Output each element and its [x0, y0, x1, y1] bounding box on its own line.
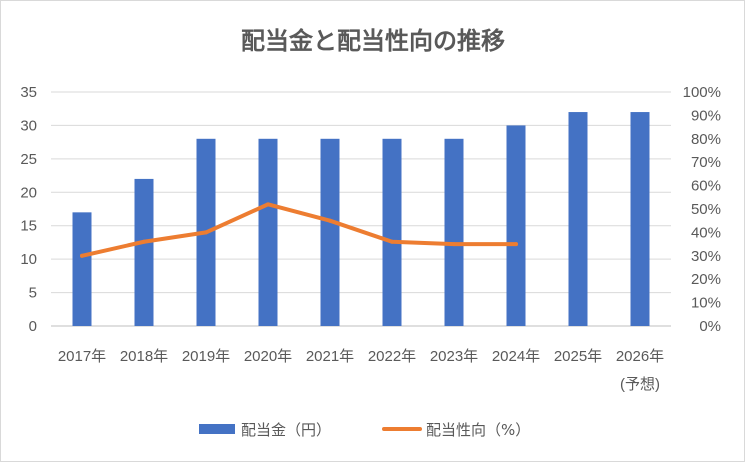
- chart-title: 配当金と配当性向の推移: [241, 27, 505, 55]
- line-point: [204, 230, 208, 235]
- x-tick-label: 2020年: [244, 348, 292, 365]
- category-axis: 2017年 2018年 2019年 2020年 2021年 2022年 2023年 2024年…: [58, 348, 664, 393]
- y-right-tick-label: 50%: [691, 201, 721, 218]
- y-left-tick-label: 15: [20, 218, 37, 235]
- gridlines: [51, 91, 671, 327]
- x-tick-label: 2024年: [492, 348, 540, 365]
- bar: [382, 138, 402, 326]
- y-left-tick-label: 10: [20, 251, 37, 268]
- bar: [630, 112, 650, 326]
- bar: [72, 212, 92, 326]
- y-left-tick-label: 0: [29, 318, 37, 335]
- legend-label-bar: 配当金（円）: [241, 421, 331, 439]
- bar: [506, 125, 526, 326]
- y-right-tick-label: 0%: [699, 318, 721, 335]
- bar: [568, 112, 588, 326]
- y-right-tick-label: 20%: [691, 271, 721, 288]
- y-left-tick-label: 30: [20, 117, 37, 134]
- line-point: [266, 202, 270, 207]
- y-left-tick-label: 25: [20, 151, 37, 168]
- x-tick-sublabel: (予想): [620, 376, 660, 393]
- y-right-tick-label: 100%: [683, 84, 721, 101]
- y-left-tick-label: 5: [29, 285, 37, 302]
- x-tick-label: 2019年: [182, 348, 230, 365]
- line-point: [142, 239, 146, 244]
- legend-label-line: 配当性向（%）: [426, 421, 530, 439]
- line-point: [452, 242, 456, 247]
- line-series: [80, 202, 518, 258]
- x-tick-label: 2021年: [306, 348, 354, 365]
- y-right-tick-label: 70%: [691, 154, 721, 171]
- line-point: [80, 253, 84, 258]
- right-axis: 0% 10% 20% 30% 40% 50% 60% 70% 80% 90% 100%: [683, 84, 721, 335]
- legend-swatch-bar: [199, 424, 235, 434]
- bar: [320, 138, 340, 326]
- y-right-tick-label: 40%: [691, 224, 721, 241]
- left-axis: 0 5 10 15 20 25 30 35: [20, 84, 37, 335]
- y-left-tick-label: 35: [20, 84, 37, 101]
- x-tick-label: 2017年: [58, 348, 106, 365]
- x-tick-label: 2023年: [430, 348, 478, 365]
- y-right-tick-label: 90%: [691, 107, 721, 124]
- y-right-tick-label: 80%: [691, 131, 721, 148]
- line-point: [514, 242, 518, 247]
- legend: 配当金（円） 配当性向（%）: [199, 421, 530, 439]
- x-tick-label: 2026年: [616, 348, 664, 365]
- y-right-tick-label: 10%: [691, 295, 721, 312]
- y-right-tick-label: 30%: [691, 248, 721, 265]
- bar-series: [72, 112, 650, 326]
- y-right-tick-label: 60%: [691, 178, 721, 195]
- x-tick-label: 2025年: [554, 348, 602, 365]
- line-point: [328, 218, 332, 223]
- y-left-tick-label: 20: [20, 184, 37, 201]
- bar: [444, 138, 464, 326]
- line-point: [390, 239, 394, 244]
- x-tick-label: 2022年: [368, 348, 416, 365]
- x-tick-label: 2018年: [120, 348, 168, 365]
- bar: [134, 178, 154, 326]
- bar: [258, 138, 278, 326]
- line-series-path: [80, 202, 518, 258]
